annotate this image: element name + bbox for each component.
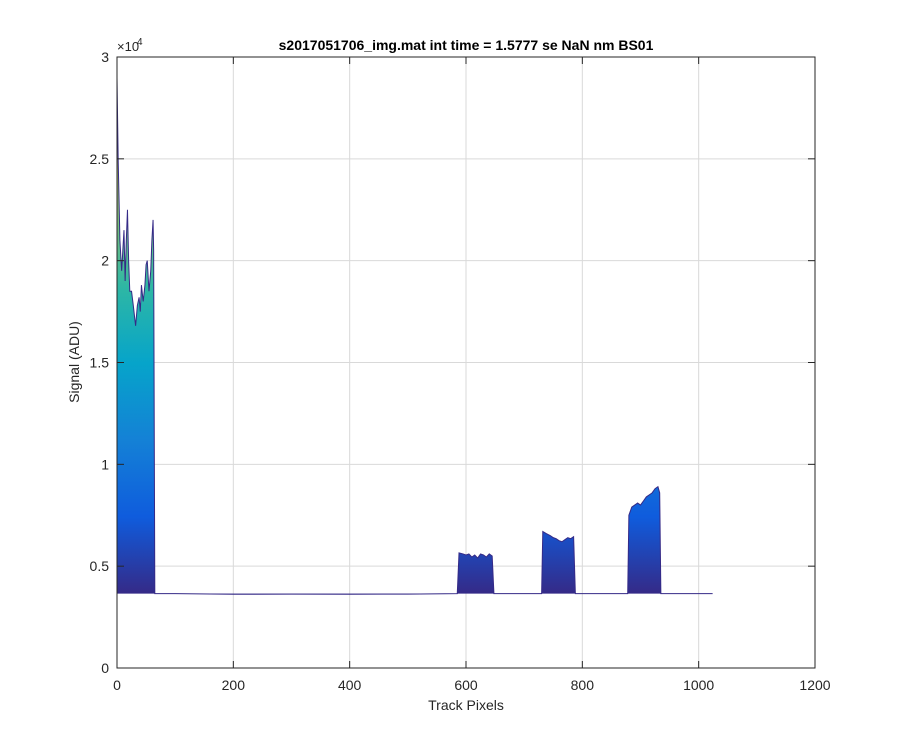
chart-title: s2017051706_img.mat int time = 1.5777 se… — [279, 37, 654, 53]
y-tick-label: 0.5 — [90, 558, 110, 574]
y-tick-label: 2.5 — [90, 151, 110, 167]
axes — [116, 56, 816, 669]
data-layer — [116, 77, 713, 595]
x-tick-label: 1200 — [799, 677, 830, 693]
y-tick-label: 3 — [101, 49, 109, 65]
signal-area — [117, 77, 713, 595]
y-tick-label: 1.5 — [90, 355, 110, 371]
y-tick-label: 0 — [101, 660, 109, 676]
x-tick-label: 400 — [338, 677, 362, 693]
x-tick-label: 1000 — [683, 677, 714, 693]
x-tick-label: 200 — [222, 677, 246, 693]
x-tick-label: 800 — [571, 677, 595, 693]
y-tick-label: 1 — [101, 456, 109, 472]
y-axis-exponent-power: 4 — [137, 37, 143, 48]
signal-line — [116, 77, 713, 595]
y-axis-exponent-base: ×10 — [117, 39, 139, 54]
x-axis-label: Track Pixels — [428, 697, 504, 713]
x-tick-label: 600 — [454, 677, 478, 693]
x-tick-label: 0 — [113, 677, 121, 693]
tick-labels: 0 200 400 600 800 1000 1200 0 0.5 1 1.5 2 2.5 3 — [90, 49, 831, 693]
y-tick-label: 2 — [101, 253, 109, 269]
y-axis-label: Signal (ADU) — [66, 321, 82, 403]
